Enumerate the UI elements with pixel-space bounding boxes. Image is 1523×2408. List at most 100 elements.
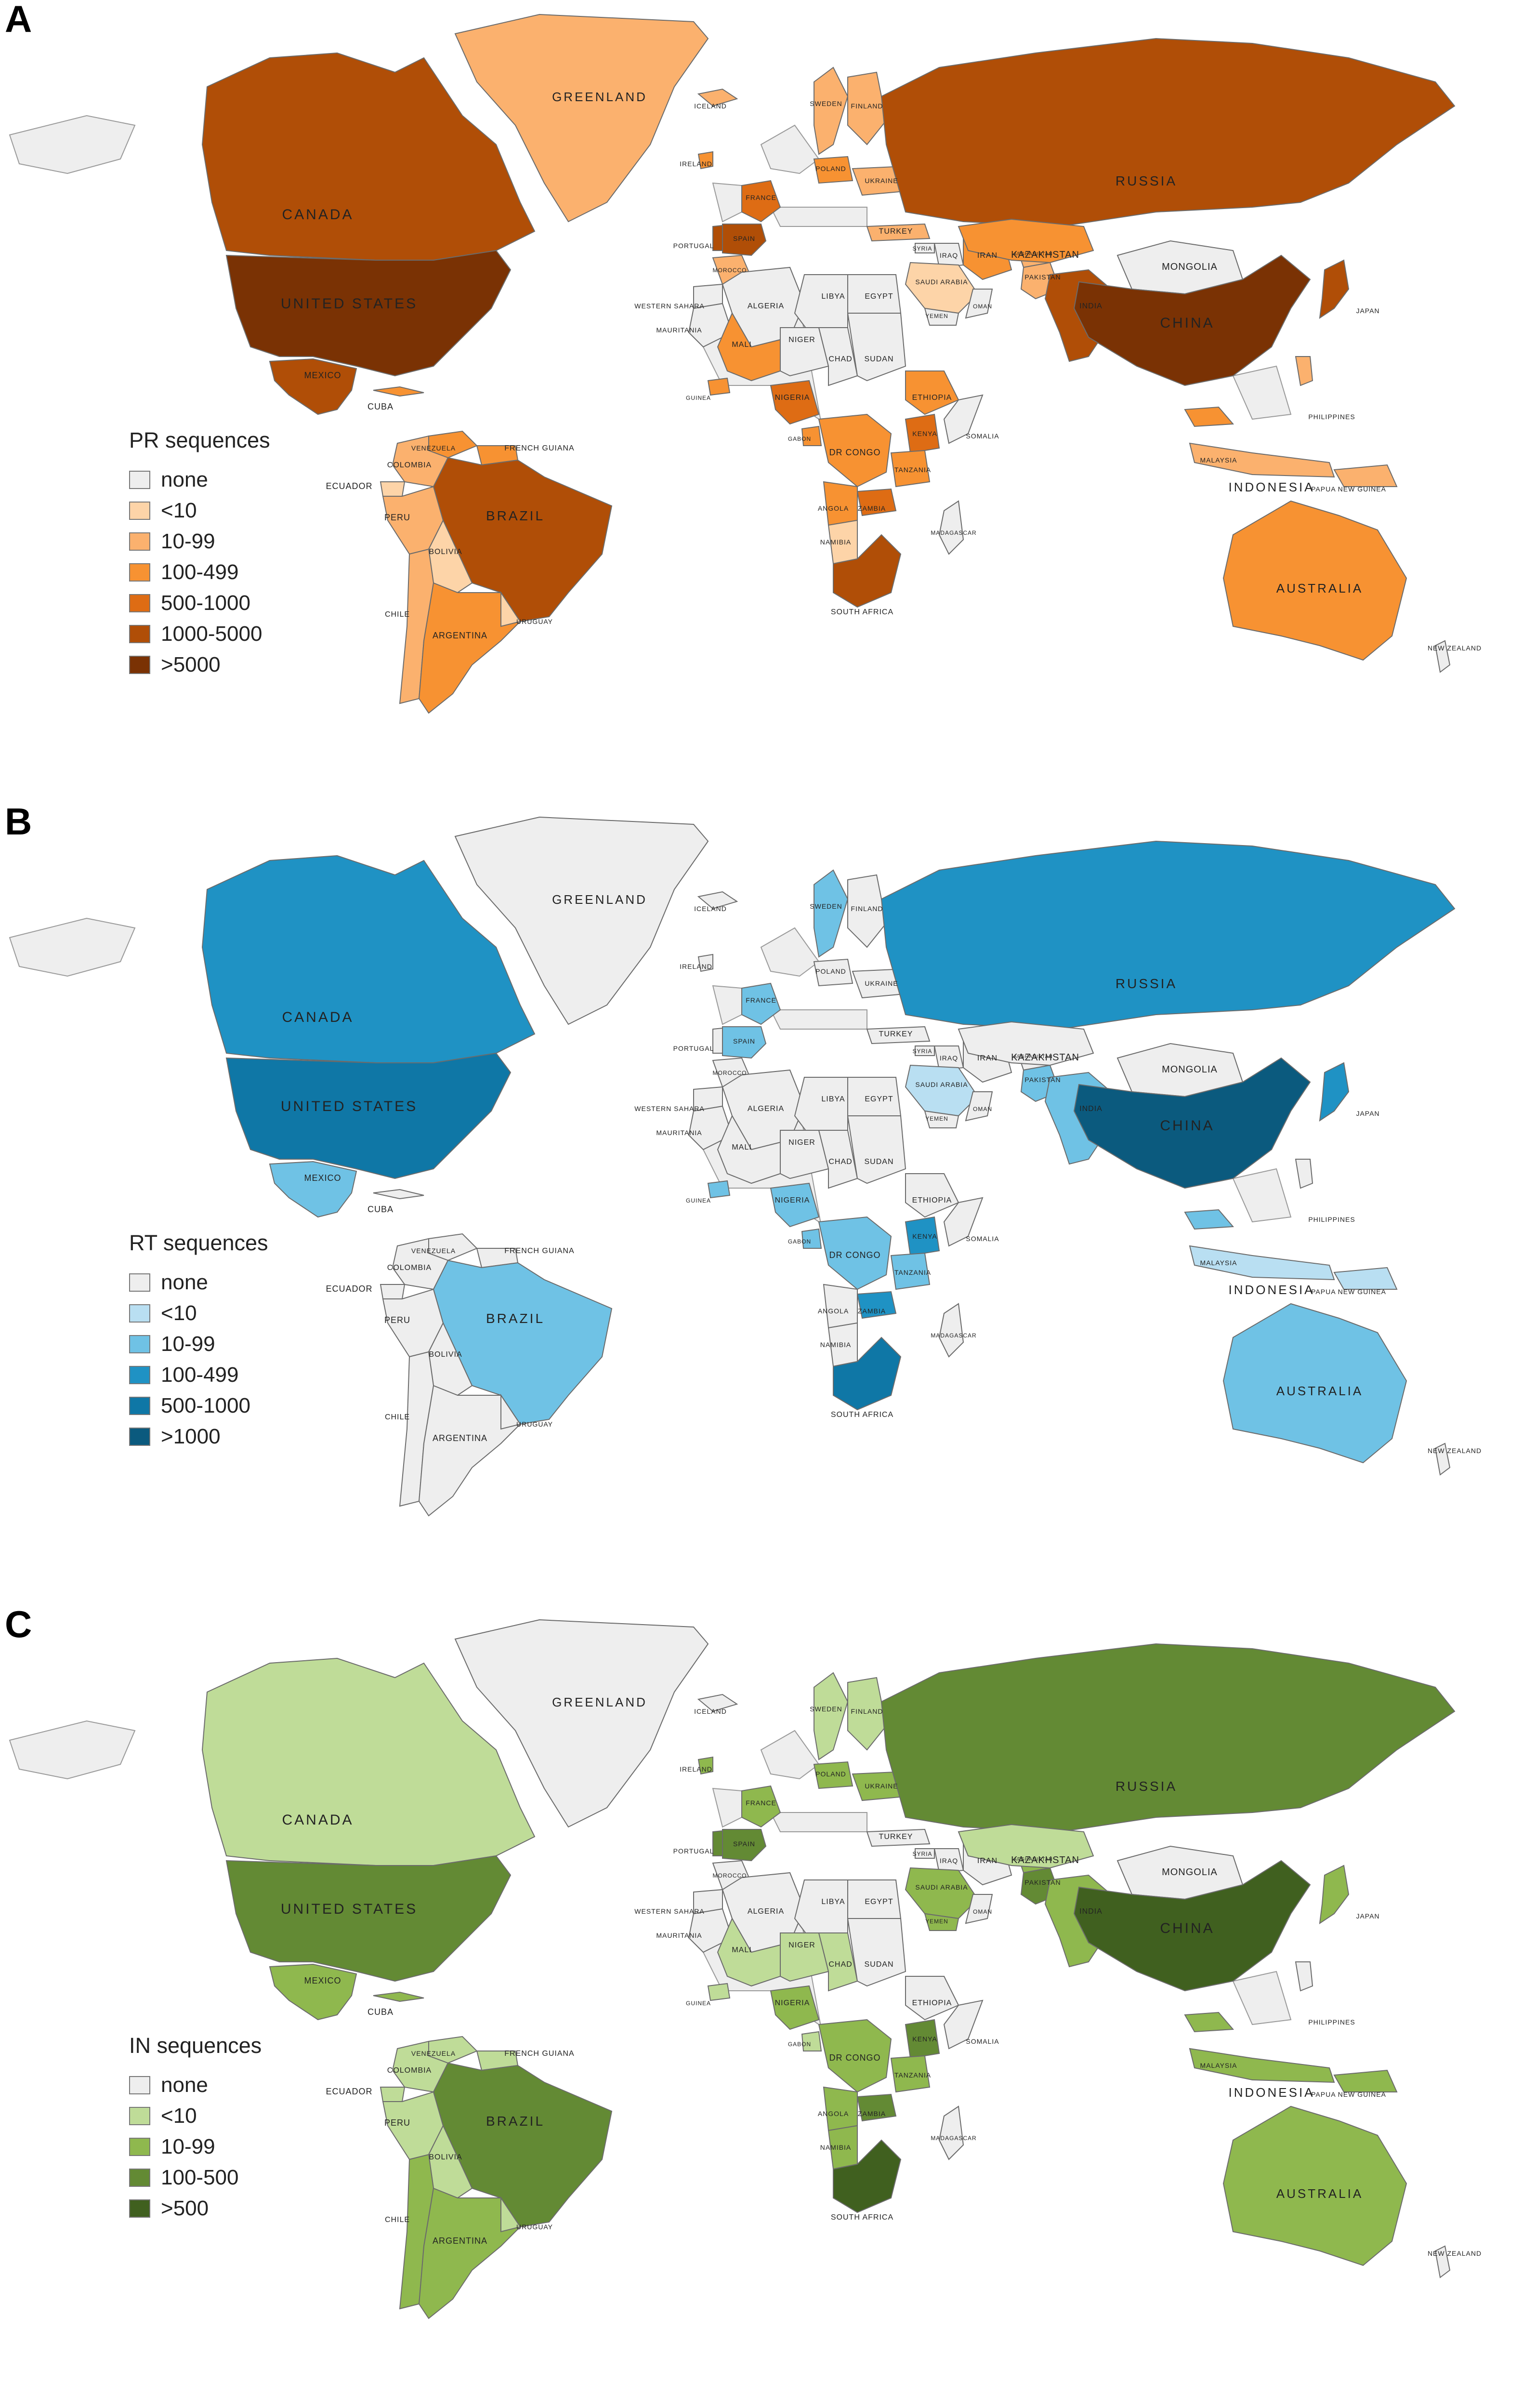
country-label-morocco: MOROCCO [713, 1070, 747, 1076]
legend-title: PR sequences [129, 428, 270, 452]
country-label-argentina: ARGENTINA [433, 2236, 487, 2246]
country-zambia [856, 488, 897, 516]
country-united-states [225, 1052, 512, 1179]
country-label-venezuela: VENEZUELA [411, 2050, 456, 2057]
country-label-portugal: PORTUGAL [673, 1847, 714, 1855]
country-label-tanzania: TANZANIA [894, 1269, 931, 1276]
country-niger [780, 1130, 829, 1179]
country-label-chile: CHILE [385, 2216, 410, 2224]
country-papua-new-guinea [1333, 1267, 1398, 1290]
country-saudi-arabia [905, 262, 979, 314]
country-label-ethiopia: ETHIOPIA [912, 394, 952, 402]
country-iceland [697, 891, 738, 910]
landmass-outline [1232, 365, 1292, 420]
country-label-china: CHINA [1160, 1118, 1214, 1134]
country-iceland [697, 88, 738, 107]
legend-swatch [129, 1304, 150, 1323]
country-spain [722, 1026, 767, 1059]
country-niger [780, 327, 829, 377]
country-label-ethiopia: ETHIOPIA [912, 1196, 952, 1204]
country-label-cuba: CUBA [368, 2007, 394, 2017]
country-label-iraq: IRAQ [940, 251, 958, 259]
country-label-ethiopia: ETHIOPIA [912, 1999, 952, 2007]
country-turkey [866, 1026, 931, 1045]
country-brazil [433, 457, 613, 622]
country-mauritania [688, 1105, 733, 1151]
legend-swatch [129, 502, 150, 520]
legend-title: IN sequences [129, 2033, 262, 2058]
country-label-pakistan: PAKISTAN [1024, 273, 1061, 281]
country-yemen [924, 1110, 959, 1128]
country-philippines [1295, 356, 1313, 386]
country-label-france: FRANCE [746, 996, 776, 1004]
country-label-sudan: SUDAN [864, 1158, 893, 1166]
country-label-new-zealand: NEW ZEALAND [1428, 1447, 1482, 1455]
country-label-bolivia: BOLIVIA [429, 1350, 462, 1359]
country-angola [823, 1283, 858, 1329]
country-label-indonesia: INDONESIA [1228, 1283, 1314, 1297]
country-zambia [856, 2093, 897, 2122]
country-yemen [924, 307, 959, 326]
country-greenland [454, 816, 709, 1025]
country-label-uruguay: URUGUAY [516, 618, 553, 625]
country-papua-new-guinea [1333, 2069, 1398, 2092]
country-indonesia [1189, 1245, 1335, 1281]
country-ireland [697, 151, 713, 170]
country-label-mauritania: MAURITANIA [656, 1932, 702, 1939]
country-argentina [418, 2187, 521, 2319]
landmass-outline [712, 182, 742, 223]
legend-swatch [129, 1335, 150, 1353]
country-new-zealand [1434, 640, 1451, 673]
country-uruguay [500, 2196, 521, 2233]
country-label-pakistan: PAKISTAN [1024, 1879, 1061, 1886]
country-label-peru: PERU [384, 2118, 410, 2128]
country-label-yemen: YEMEN [925, 1115, 948, 1122]
legend-swatch [129, 594, 150, 612]
country-label-kenya: KENYA [912, 1232, 937, 1240]
country-sweden [814, 66, 849, 155]
country-label-south-africa: SOUTH AFRICA [831, 608, 893, 616]
legend-label: 100-500 [161, 2166, 239, 2189]
legend-label: 500-1000 [161, 1394, 250, 1417]
country-label-ukraine: UKRAINE [865, 979, 898, 987]
country-label-namibia: NAMIBIA [820, 1341, 852, 1349]
country-label-turkey: TURKEY [879, 227, 913, 236]
country-label-mongolia: MONGOLIA [1162, 1867, 1218, 1878]
country-label-angola: ANGOLA [818, 504, 849, 512]
country-label-syria: SYRIA [912, 245, 932, 252]
country-label-brazil: BRAZIL [486, 2114, 545, 2129]
legend-swatch [129, 2107, 150, 2125]
country-france [741, 180, 781, 223]
landmass-outline [760, 124, 820, 174]
country-syria [915, 1848, 935, 1859]
country-iceland [697, 1694, 738, 1712]
country-uruguay [500, 591, 521, 627]
country-canada [201, 855, 536, 1063]
country-label-iceland: ICELAND [694, 905, 727, 913]
country-label-japan: JAPAN [1356, 1110, 1379, 1117]
country-label-western-sahara: WESTERN SAHARA [634, 302, 704, 310]
landmass-outline [760, 1730, 820, 1780]
country-australia [1222, 2105, 1407, 2266]
country-label-philippines: PHILIPPINES [1308, 1216, 1355, 1223]
country-oman [965, 1091, 993, 1122]
country-malaysia [1184, 406, 1234, 427]
country-niger [780, 1932, 829, 1982]
country-zambia [856, 1291, 897, 1319]
legend-swatch [129, 2169, 150, 2187]
country-spain [722, 224, 767, 256]
country-label-dr-congo: DR CONGO [829, 2053, 881, 2063]
country-label-spain: SPAIN [733, 1037, 755, 1045]
country-label-malaysia: MALAYSIA [1200, 2062, 1237, 2069]
country-label-india: INDIA [1079, 1907, 1103, 1916]
landmass-outline [9, 1720, 136, 1780]
country-label-french-guiana: FRENCH GUIANA [504, 444, 574, 452]
country-label-kazakhstan: KAZAKHSTAN [1011, 250, 1079, 260]
country-label-united-states: UNITED STATES [281, 296, 418, 312]
country-label-gabon: GABON [788, 1238, 811, 1245]
country-ethiopia [905, 370, 959, 415]
country-label-morocco: MOROCCO [713, 267, 747, 274]
legend-title: RT sequences [129, 1230, 268, 1255]
country-label-niger: NIGER [788, 336, 815, 344]
country-label-somalia: SOMALIA [966, 1235, 999, 1243]
